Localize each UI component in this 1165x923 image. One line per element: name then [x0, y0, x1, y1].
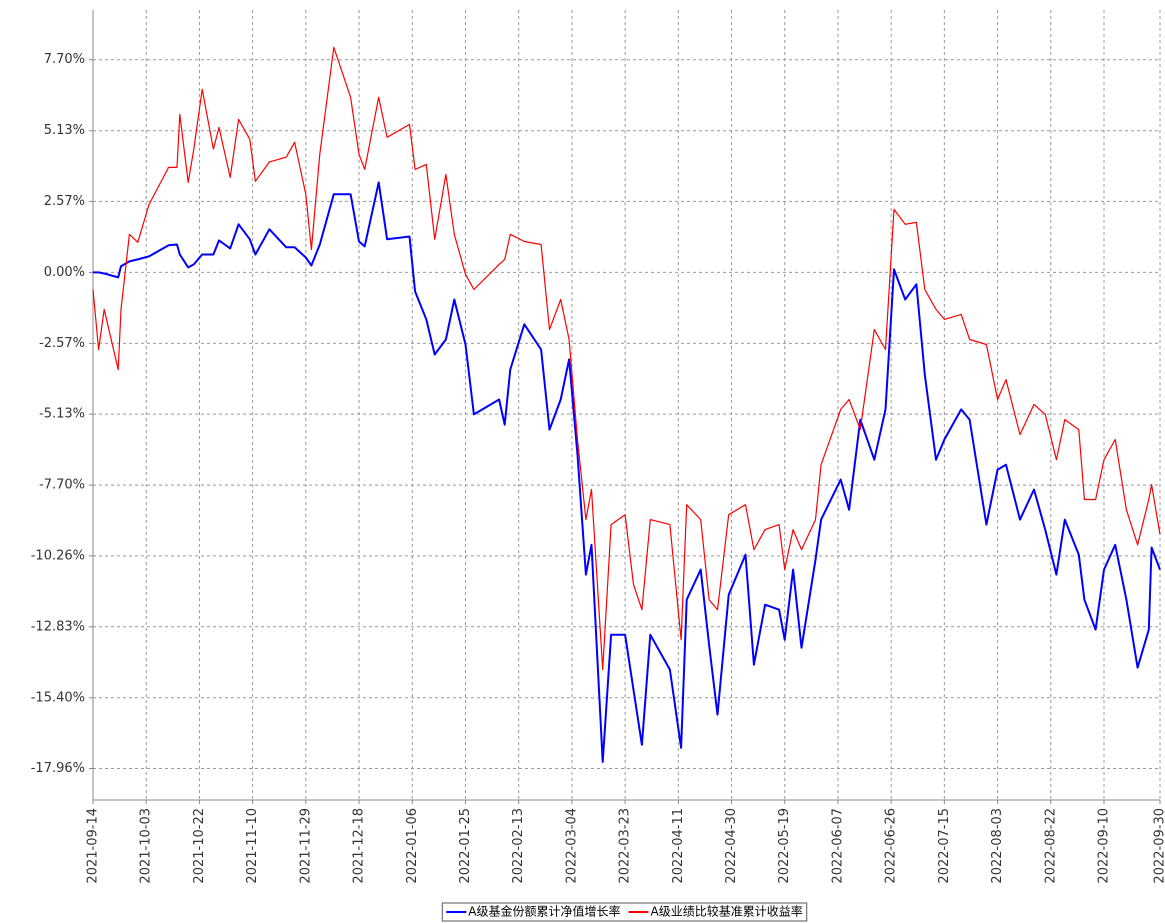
series-line [92, 46, 1161, 671]
y-tick-label: 7.70% [44, 52, 85, 67]
legend: A级基金份额累计净值增长率 A级业绩比较基准累计收益率 [441, 902, 808, 922]
x-tick-label: 2022-09-10 [1096, 808, 1111, 884]
x-tick-label: 2021-11-29 [298, 808, 313, 884]
x-tick-label: 2022-02-13 [511, 808, 526, 884]
x-tick-label: 2022-07-15 [937, 808, 952, 884]
legend-label: A级业绩比较基准累计收益率 [651, 904, 803, 919]
y-tick-label: 2.57% [44, 194, 85, 209]
y-tick-label: 5.13% [44, 123, 85, 138]
legend-box [441, 902, 808, 922]
y-tick-label: -5.13% [39, 407, 85, 422]
x-tick-label: 2022-01-25 [458, 808, 473, 884]
x-tick-label: 2022-03-23 [618, 808, 633, 884]
x-tick-label: 2022-04-11 [671, 808, 686, 884]
x-tick-label: 2022-09-30 [1153, 808, 1165, 884]
x-tick-label: 2021-10-03 [139, 808, 154, 884]
x-tick-label: 2021-12-18 [352, 808, 367, 884]
x-tick-label: 2022-03-04 [564, 808, 579, 884]
x-tick-label: 2022-08-03 [990, 808, 1005, 884]
x-tick-label: 2021-09-14 [86, 808, 101, 884]
x-tick-label: 2021-10-22 [192, 808, 207, 884]
y-tick-label: -15.40% [31, 690, 85, 705]
legend-label: A级基金份额累计净值增长率 [468, 904, 620, 919]
y-tick-label: -7.70% [39, 478, 85, 493]
y-tick-label: -17.96% [31, 761, 85, 776]
y-tick-label: -12.83% [31, 619, 85, 634]
series-line [93, 181, 1161, 763]
x-tick-label: 2022-04-30 [724, 808, 739, 884]
y-tick-label: 0.00% [44, 265, 85, 280]
x-tick-label: 2022-05-19 [777, 808, 792, 884]
x-tick-label: 2022-06-26 [884, 808, 899, 884]
y-tick-label: -2.57% [39, 336, 85, 351]
x-tick-label: 2022-01-06 [405, 808, 420, 884]
x-tick-label: 2022-06-07 [830, 808, 845, 884]
x-tick-label: 2022-08-22 [1043, 808, 1058, 884]
x-tick-label: 2021-11-10 [245, 808, 260, 884]
y-tick-label: -10.26% [31, 548, 85, 563]
